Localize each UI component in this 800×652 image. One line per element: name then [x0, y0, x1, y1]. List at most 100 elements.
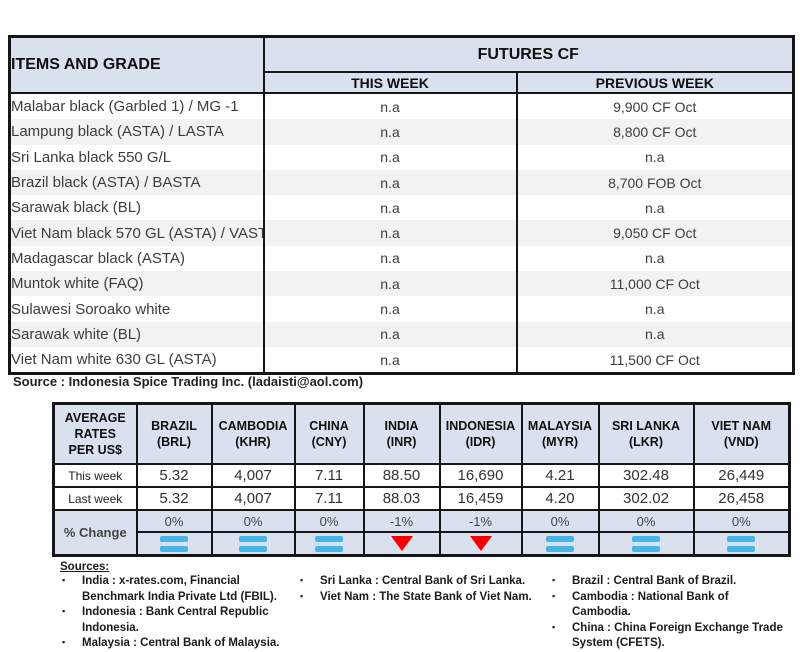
pct-cell: 0% — [135, 509, 213, 533]
column-header-china: CHINA (CNY) — [293, 402, 365, 465]
average-rates-header: AVERAGE RATES PER US$ — [52, 402, 138, 465]
this-week-cell: n.a — [262, 119, 518, 145]
item-cell: Lampung black (ASTA) / LASTA — [8, 119, 265, 145]
row-label: This week — [52, 463, 138, 488]
table-row: Brazil black (ASTA) / BASTA n.a 8,700 FO… — [8, 169, 795, 196]
previous-week-cell: n.a — [515, 245, 795, 272]
list-item: Malaysia : Central Bank of Malaysia. — [58, 636, 296, 652]
this-week-cell: n.a — [262, 296, 518, 322]
item-cell: Brazil black (ASTA) / BASTA — [8, 169, 265, 196]
pct-cell: 0% — [210, 509, 296, 533]
this-week-cell: n.a — [262, 195, 518, 221]
this-week-cell: n.a — [262, 271, 518, 297]
list-item: India : x-rates.com, Financial Benchmark… — [58, 574, 296, 605]
source-note: Source : Indonesia Spice Trading Inc. (l… — [13, 374, 364, 389]
pct-change-row: % Change 0% 0% 0% -1% -1% 0% 0% 0% — [52, 509, 791, 557]
previous-week-cell: 11,000 CF Oct — [515, 271, 795, 297]
table-row: Sri Lanka black 550 G/L n.a n.a — [8, 144, 795, 170]
previous-week-cell: n.a — [515, 321, 795, 347]
sources-section: Sources: India : x-rates.com, Financial … — [58, 561, 796, 652]
previous-week-cell: n.a — [515, 144, 795, 170]
previous-week-cell: 8,700 FOB Oct — [515, 169, 795, 196]
previous-week-cell: 11,500 CF Oct — [515, 346, 795, 374]
pct-change-label: % Change — [52, 509, 138, 557]
trend-icon — [469, 536, 492, 551]
this-week-cell: n.a — [262, 220, 518, 246]
rate-cell: 16,459 — [438, 486, 523, 511]
row-label: Last week — [52, 486, 138, 511]
this-week-row: This week 5.32 4,007 7.11 88.50 16,690 4… — [52, 463, 791, 488]
previous-week-cell: 9,900 CF Oct — [515, 93, 795, 120]
sources-column-2: Sri Lanka : Central Bank of Sri Lanka. V… — [296, 574, 548, 652]
last-week-row: Last week 5.32 4,007 7.11 88.03 16,459 4… — [52, 486, 791, 511]
table-row: Madagascar black (ASTA) n.a n.a — [8, 245, 795, 272]
pct-cell: -1% — [362, 509, 441, 533]
rate-cell: 4,007 — [210, 463, 296, 488]
rate-cell: 7.11 — [293, 463, 365, 488]
column-header-sri-lanka: SRI LANKA (LKR) — [597, 402, 695, 465]
table-row: Sarawak black (BL) n.a n.a — [8, 195, 795, 221]
pct-cell: 0% — [597, 509, 695, 533]
futures-table: ITEMS AND GRADE FUTURES CF THIS WEEK PRE… — [8, 35, 796, 376]
list-item: China : China Foreign Exchange Trade Sys… — [548, 621, 796, 652]
rate-cell: 4.21 — [520, 463, 600, 488]
table-row: Viet Nam white 630 GL (ASTA) n.a 11,500 … — [8, 346, 795, 374]
trend-icons-row — [54, 531, 791, 557]
sources-heading: Sources: — [60, 561, 110, 573]
table-row: Muntok white (FAQ) n.a 11,000 CF Oct — [8, 271, 795, 297]
item-cell: Viet Nam black 570 GL (ASTA) / VASTA — [8, 220, 265, 246]
rate-cell: 302.02 — [597, 486, 695, 511]
list-item: Viet Nam : The State Bank of Viet Nam. — [296, 590, 548, 606]
rate-cell: 26,458 — [692, 486, 791, 511]
rate-cell: 4.20 — [520, 486, 600, 511]
item-cell: Viet Nam white 630 GL (ASTA) — [8, 346, 265, 374]
list-item: Sri Lanka : Central Bank of Sri Lanka. — [296, 574, 548, 590]
table-row: Malabar black (Garbled 1) / MG -1 n.a 9,… — [8, 93, 795, 120]
sources-columns: India : x-rates.com, Financial Benchmark… — [58, 574, 796, 652]
trend-icon — [315, 535, 343, 552]
futures-cf-header: FUTURES CF — [262, 35, 795, 73]
items-and-grade-header: ITEMS AND GRADE — [8, 35, 265, 94]
table-row: Sulawesi Soroako white n.a n.a — [8, 296, 795, 322]
column-header-india: INDIA (INR) — [362, 402, 441, 465]
rate-cell: 302.48 — [597, 463, 695, 488]
this-week-cell: n.a — [262, 169, 518, 196]
this-week-cell: n.a — [262, 144, 518, 170]
trend-icon — [632, 535, 660, 552]
list-item: Brazil : Central Bank of Brazil. — [548, 574, 796, 590]
rate-cell: 88.50 — [362, 463, 441, 488]
item-cell: Malabar black (Garbled 1) / MG -1 — [8, 93, 265, 120]
previous-week-cell: n.a — [515, 195, 795, 221]
list-item: Indonesia : Bank Central Republic Indone… — [58, 605, 296, 636]
pct-cell: 0% — [293, 509, 365, 533]
item-cell: Sulawesi Soroako white — [8, 296, 265, 322]
item-cell: Muntok white (FAQ) — [8, 271, 265, 297]
previous-week-cell: n.a — [515, 296, 795, 322]
pct-cell: -1% — [438, 509, 523, 533]
column-header-viet-nam: VIET NAM (VND) — [692, 402, 791, 465]
this-week-cell: n.a — [262, 93, 518, 120]
pct-cell: 0% — [692, 509, 791, 533]
table-row: Lampung black (ASTA) / LASTA n.a 8,800 C… — [8, 119, 795, 145]
item-cell: Sri Lanka black 550 G/L — [8, 144, 265, 170]
item-cell: Madagascar black (ASTA) — [8, 245, 265, 272]
previous-week-cell: 8,800 CF Oct — [515, 119, 795, 145]
trend-icon — [390, 536, 413, 551]
this-week-cell: n.a — [262, 346, 518, 374]
table-row: Viet Nam black 570 GL (ASTA) / VASTA n.a… — [8, 220, 795, 246]
rate-cell: 26,449 — [692, 463, 791, 488]
rate-cell: 5.32 — [135, 486, 213, 511]
sources-column-3: Brazil : Central Bank of Brazil. Cambodi… — [548, 574, 796, 652]
this-week-cell: n.a — [262, 321, 518, 347]
trend-icon — [546, 535, 574, 552]
previous-week-header: PREVIOUS WEEK — [515, 71, 795, 94]
column-header-indonesia: INDONESIA (IDR) — [438, 402, 523, 465]
sources-column-1: India : x-rates.com, Financial Benchmark… — [58, 574, 296, 652]
column-header-cambodia: CAMBODIA (KHR) — [210, 402, 296, 465]
pct-cell: 0% — [520, 509, 600, 533]
rate-cell: 5.32 — [135, 463, 213, 488]
table-row: Sarawak white (BL) n.a n.a — [8, 321, 795, 347]
rate-cell: 7.11 — [293, 486, 365, 511]
this-week-cell: n.a — [262, 245, 518, 272]
trend-icon — [727, 535, 756, 552]
